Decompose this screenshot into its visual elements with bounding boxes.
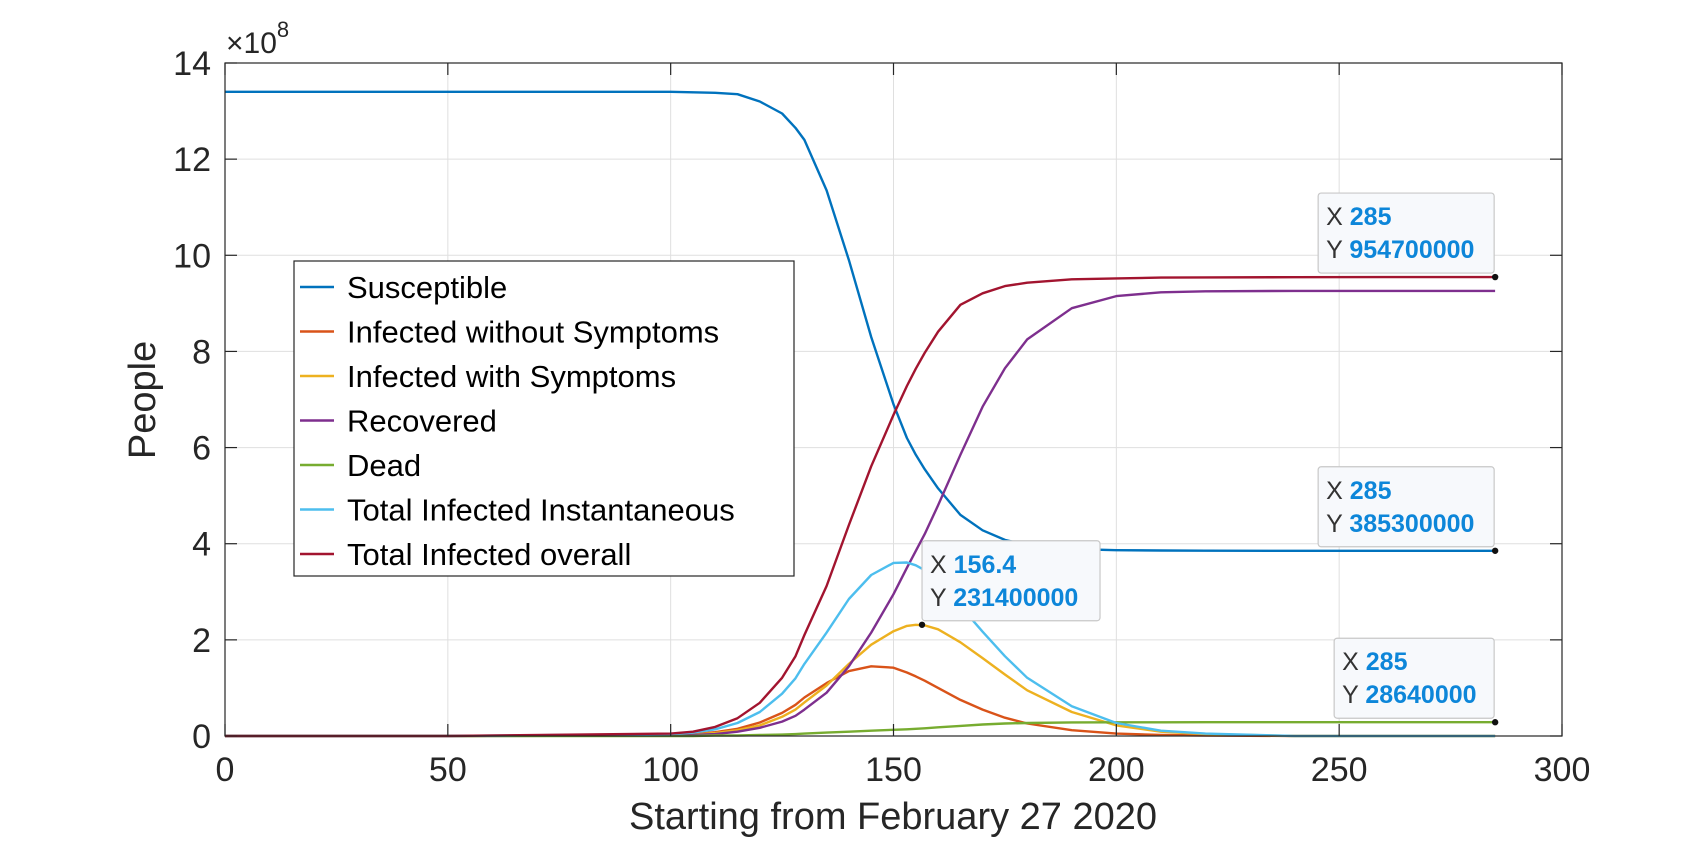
datatip-x-row: X 156.4 [930, 551, 1016, 579]
datatip-y-value: 28640000 [1365, 681, 1476, 709]
datatip-y-label: Y [1342, 681, 1365, 709]
datatip-y-row: Y 28640000 [1342, 681, 1476, 709]
datatip-x-label: X [1326, 477, 1350, 505]
datatip-y-label: Y [1326, 510, 1349, 538]
datatip-y-label: Y [1326, 236, 1349, 264]
datatip-box [1333, 637, 1495, 719]
datatip-marker [1491, 719, 1499, 726]
datatip-y-row: Y 954700000 [1326, 236, 1474, 264]
series-line [225, 665, 1496, 738]
datatip-x-row: X 285 [1326, 203, 1391, 231]
datatip-x-value: 156.4 [954, 551, 1017, 579]
y-axis-multiplier: ×108 [226, 17, 289, 60]
series-line [225, 90, 1496, 552]
datatip-x-value: 285 [1350, 477, 1392, 505]
axis-ticks: 0 50 100 150 200 250 300 0 2 4 6 8 10 12 14 [173, 45, 1590, 789]
datatip-x-label: X [1342, 648, 1366, 676]
y-axis-label: People [122, 341, 164, 459]
datatip-y-value: 954700000 [1349, 236, 1474, 264]
legend-label: Dead [347, 448, 421, 483]
datatip-x-value: 285 [1366, 648, 1408, 676]
x-tick-label: 50 [429, 751, 467, 789]
legend-label: Recovered [347, 404, 497, 439]
y-multiplier-exponent: 8 [277, 17, 289, 42]
datatip-y-row: Y 231400000 [930, 584, 1078, 612]
x-axis-label: Starting from February 27 2020 [629, 796, 1157, 838]
datatip-y-value: 385300000 [1349, 510, 1474, 538]
datatip-y-label: Y [930, 584, 953, 612]
series-line [225, 561, 1496, 738]
y-tick-label: 10 [173, 237, 211, 275]
datatip-x-row: X 285 [1326, 477, 1391, 505]
legend-label: Infected with Symptoms [347, 359, 676, 394]
datatip-x-label: X [930, 551, 954, 579]
legend-box [293, 260, 795, 577]
x-tick-label: 250 [1311, 751, 1368, 789]
datatip-box [921, 540, 1101, 622]
datatip-y-value: 231400000 [953, 584, 1078, 612]
series-line [225, 275, 1496, 738]
x-tick-label: 0 [216, 751, 235, 789]
y-tick-label: 6 [192, 430, 211, 468]
x-tick-label: 300 [1534, 751, 1591, 789]
legend-label: Susceptible [347, 270, 507, 305]
datatip-x-label: X [1326, 203, 1350, 231]
y-tick-label: 12 [173, 141, 211, 179]
legend-label: Infected without Symptoms [347, 315, 719, 350]
x-tick-label: 200 [1088, 751, 1145, 789]
y-tick-label: 2 [192, 622, 211, 660]
y-tick-label: 4 [192, 526, 211, 564]
datatip-box [1317, 466, 1495, 548]
series-line [225, 623, 1496, 738]
datatip-marker [1491, 273, 1499, 281]
legend-label: Total Infected Instantaneous [347, 493, 735, 528]
y-tick-label: 14 [173, 45, 211, 83]
datatip-x-row: X 285 [1342, 648, 1407, 676]
legend: Susceptible Infected without Symptoms Infe… [293, 260, 795, 577]
datatip-x-value: 285 [1350, 203, 1392, 231]
datatip-y-row: Y 385300000 [1326, 510, 1474, 538]
x-tick-label: 100 [642, 751, 699, 789]
datatip-marker [1491, 547, 1499, 554]
x-tick-label: 150 [865, 751, 922, 789]
series-line [225, 289, 1496, 738]
series-lines [225, 90, 1496, 738]
datatip-marker [918, 621, 926, 628]
datatip-box [1317, 192, 1495, 274]
legend-label: Total Infected overall [347, 537, 631, 572]
y-multiplier-base: ×10 [226, 27, 277, 60]
y-tick-label: 8 [192, 333, 211, 371]
y-tick-label: 0 [192, 718, 211, 756]
